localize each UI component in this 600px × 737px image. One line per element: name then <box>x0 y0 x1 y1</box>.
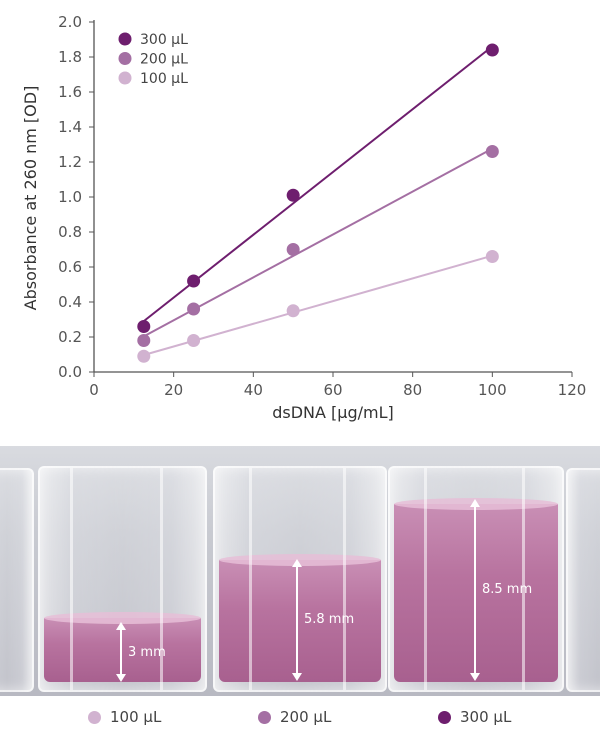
bottom-legend-label: 100 µL <box>110 708 162 726</box>
bottom-legend-label: 300 µL <box>460 708 512 726</box>
chart-axes: 0 20 40 60 80 100 120 0.0 0.2 0.4 0.6 0.8 1.0 1.2 1.4 1… <box>58 13 586 399</box>
height-arrow-200ul <box>292 559 302 681</box>
data-point-series-1 <box>187 302 201 316</box>
trendline-series-0 <box>143 45 493 322</box>
bottom-legend-item-200ul: 200 µL <box>258 708 331 726</box>
y-axis-label: Absorbance at 260 nm [OD] <box>21 86 40 311</box>
height-label-300ul: 8.5 mm <box>482 582 533 597</box>
data-point-series-2 <box>286 304 300 318</box>
legend-label-0: 300 µL <box>140 32 188 48</box>
x-tick-label: 100 <box>478 381 507 399</box>
data-point-series-1 <box>485 145 499 158</box>
y-tick-label: 1.4 <box>58 118 82 136</box>
height-label-200ul: 5.8 mm <box>304 612 355 627</box>
y-tick-label: 0.6 <box>58 258 82 276</box>
legend-dot-icon <box>438 710 451 724</box>
y-tick-label: 2.0 <box>58 13 82 31</box>
glass-left-edge <box>0 468 34 692</box>
bottom-legend: 100 µL 200 µL 300 µL <box>0 698 600 737</box>
y-tick-label: 0.2 <box>58 328 82 346</box>
height-label-100ul: 3 mm <box>128 645 166 660</box>
legend-label-1: 200 µL <box>140 52 188 68</box>
well-100ul <box>38 466 207 692</box>
data-point-series-1 <box>137 334 151 347</box>
liquid-200ul <box>219 554 381 682</box>
x-tick-label: 40 <box>244 381 263 399</box>
well-200ul <box>213 466 387 692</box>
data-point-series-2 <box>485 250 499 263</box>
y-tick-label: 1.2 <box>58 153 82 171</box>
y-tick-label: 0.8 <box>58 223 82 241</box>
data-points <box>137 43 499 363</box>
x-tick-label: 80 <box>403 381 422 399</box>
data-point-series-2 <box>187 334 201 347</box>
legend-dot-icon <box>88 710 101 724</box>
data-point-series-0 <box>286 188 300 202</box>
y-tick-label: 1.0 <box>58 188 82 206</box>
bottom-legend-label: 200 µL <box>280 708 332 726</box>
data-point-series-0 <box>137 320 151 333</box>
liquid-300ul <box>394 498 558 682</box>
legend-marker-1 <box>118 52 132 65</box>
trendline-series-2 <box>143 254 493 356</box>
legend-label-2: 100 µL <box>140 71 188 87</box>
y-tick-label: 1.6 <box>58 83 82 101</box>
trendline-series-1 <box>143 147 493 338</box>
legend-dot-icon <box>258 710 271 724</box>
bottom-legend-item-100ul: 100 µL <box>88 708 161 726</box>
y-tick-label: 0.4 <box>58 293 82 311</box>
x-tick-label: 60 <box>323 381 342 399</box>
glass-right-edge <box>566 468 600 692</box>
legend-marker-2 <box>118 71 132 85</box>
bottom-legend-item-300ul: 300 µL <box>438 708 511 726</box>
data-point-series-0 <box>187 274 201 288</box>
data-point-series-2 <box>137 349 151 363</box>
trendlines <box>143 45 493 356</box>
legend-marker-0 <box>118 32 132 46</box>
height-arrow-300ul <box>470 499 480 681</box>
x-axis-label: dsDNA [µg/mL] <box>272 403 394 422</box>
x-tick-label: 0 <box>89 381 99 399</box>
y-tick-label: 0.0 <box>58 363 82 381</box>
y-tick-label: 1.8 <box>58 48 82 66</box>
x-tick-label: 20 <box>164 381 183 399</box>
chart-legend: 300 µL 200 µL 100 µL <box>118 32 188 87</box>
data-point-series-0 <box>485 43 499 57</box>
absorbance-chart: 0 20 40 60 80 100 120 0.0 0.2 0.4 0.6 0.8 1.0 1.2 1.4 1… <box>21 13 586 422</box>
x-tick-label: 120 <box>558 381 587 399</box>
data-point-series-1 <box>286 243 300 256</box>
cuvette-photo: 3 mm 5.8 mm 8.5 mm <box>0 446 600 696</box>
height-arrow-100ul <box>116 622 126 682</box>
